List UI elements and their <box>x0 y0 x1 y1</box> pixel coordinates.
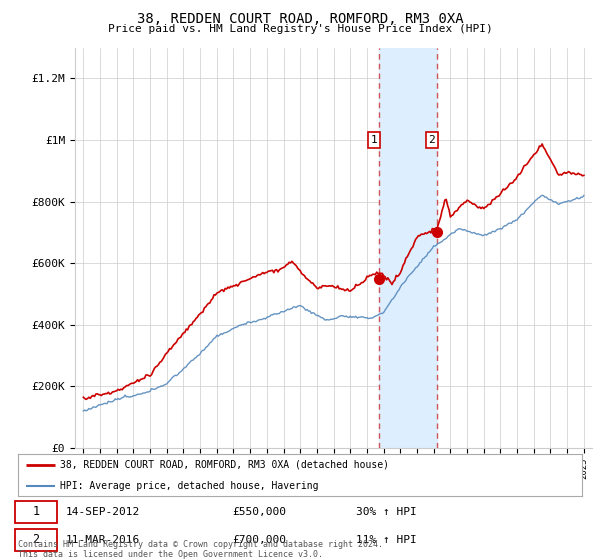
Text: 14-SEP-2012: 14-SEP-2012 <box>66 507 140 517</box>
Text: 1: 1 <box>370 135 377 145</box>
Text: £550,000: £550,000 <box>232 507 286 517</box>
Text: 2: 2 <box>32 533 40 547</box>
Text: 2: 2 <box>428 135 435 145</box>
Text: 38, REDDEN COURT ROAD, ROMFORD, RM3 0XA (detached house): 38, REDDEN COURT ROAD, ROMFORD, RM3 0XA … <box>60 460 389 470</box>
Text: 30% ↑ HPI: 30% ↑ HPI <box>356 507 417 517</box>
Bar <box>379 48 437 448</box>
Text: Contains HM Land Registry data © Crown copyright and database right 2024.
This d: Contains HM Land Registry data © Crown c… <box>18 540 383 559</box>
Text: £700,000: £700,000 <box>232 535 286 545</box>
Text: 11-MAR-2016: 11-MAR-2016 <box>66 535 140 545</box>
Text: 38, REDDEN COURT ROAD, ROMFORD, RM3 0XA: 38, REDDEN COURT ROAD, ROMFORD, RM3 0XA <box>137 12 463 26</box>
FancyBboxPatch shape <box>15 501 58 523</box>
Text: 11% ↑ HPI: 11% ↑ HPI <box>356 535 417 545</box>
Text: Price paid vs. HM Land Registry's House Price Index (HPI): Price paid vs. HM Land Registry's House … <box>107 24 493 34</box>
Text: 1: 1 <box>32 505 40 519</box>
FancyBboxPatch shape <box>15 529 58 551</box>
Text: HPI: Average price, detached house, Havering: HPI: Average price, detached house, Have… <box>60 482 319 491</box>
